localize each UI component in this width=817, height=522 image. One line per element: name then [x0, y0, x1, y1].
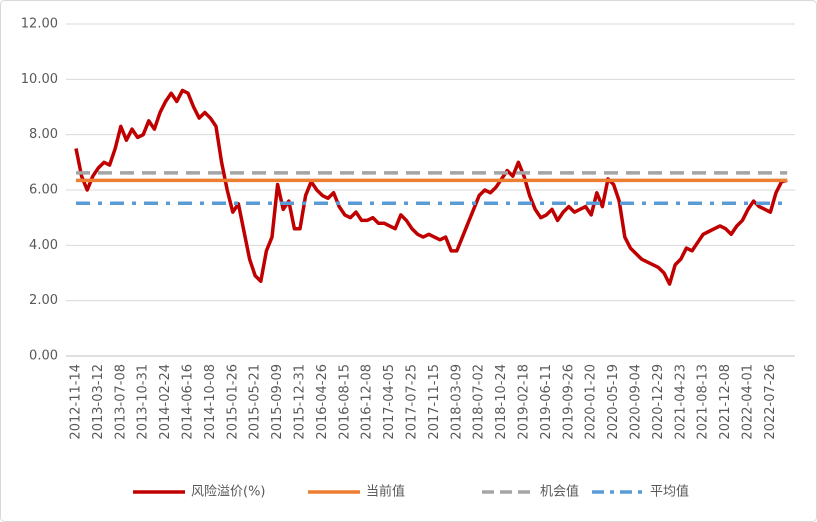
- x-tick-label: 2016-12-08: [360, 364, 375, 440]
- x-tick-label: 2018-10-24: [494, 364, 509, 440]
- x-tick-label: 2019-06-11: [539, 364, 554, 440]
- y-tick-label: 0.00: [29, 349, 58, 364]
- legend-label: 风险溢价(%): [191, 485, 266, 500]
- y-tick-label: 2.00: [29, 293, 58, 308]
- x-tick-label: 2013-07-08: [113, 364, 128, 440]
- data-line: [74, 88, 788, 286]
- x-tick-label: 2015-09-09: [270, 364, 285, 440]
- x-tick-label: 2020-05-19: [606, 364, 621, 440]
- y-tick-label: 6.00: [29, 183, 58, 198]
- x-tick-label: 2020-01-20: [584, 364, 599, 440]
- x-tick-label: 2019-09-26: [561, 364, 576, 440]
- x-tick-label: 2021-12-08: [718, 364, 733, 440]
- x-tick-label: 2018-03-09: [449, 364, 464, 440]
- legend-label: 当前值: [366, 484, 405, 500]
- y-tick-label: 10.00: [21, 72, 58, 87]
- x-tick-label: 2014-06-16: [181, 364, 196, 440]
- x-tick-label: 2014-02-24: [158, 364, 173, 440]
- x-tick-label: 2020-09-04: [629, 364, 644, 440]
- x-tick-label: 2017-11-15: [427, 364, 442, 440]
- x-tick-label: 2022-07-26: [763, 364, 778, 440]
- x-tick-label: 2021-08-13: [696, 364, 711, 440]
- x-tick-label: 2017-04-05: [382, 364, 397, 440]
- legend-label: 机会值: [540, 484, 579, 500]
- x-tick-label: 2021-04-23: [673, 364, 688, 440]
- legend-label: 平均值: [650, 484, 689, 500]
- x-tick-label: 2014-10-08: [203, 364, 218, 440]
- x-tick-label: 2013-10-31: [136, 364, 151, 440]
- x-tick-label: 2018-07-02: [472, 364, 487, 440]
- x-tick-label: 2017-07-25: [405, 364, 420, 440]
- x-tick-label: 2016-04-26: [315, 364, 330, 440]
- x-tick-label: 2015-01-26: [225, 364, 240, 440]
- x-tick-label: 2012-11-14: [69, 364, 84, 440]
- y-tick-label: 8.00: [29, 127, 58, 142]
- y-tick-label: 4.00: [29, 238, 58, 253]
- x-tick-label: 2016-08-15: [337, 364, 352, 440]
- x-tick-label: 2013-03-12: [91, 364, 106, 440]
- x-tick-label: 2015-05-21: [248, 364, 263, 440]
- x-tick-label: 2020-12-29: [651, 364, 666, 440]
- x-tick-label: 2019-02-18: [517, 364, 532, 440]
- x-tick-label: 2022-04-01: [741, 364, 756, 440]
- y-tick-label: 12.00: [21, 17, 58, 32]
- x-tick-label: 2015-12-31: [293, 364, 308, 440]
